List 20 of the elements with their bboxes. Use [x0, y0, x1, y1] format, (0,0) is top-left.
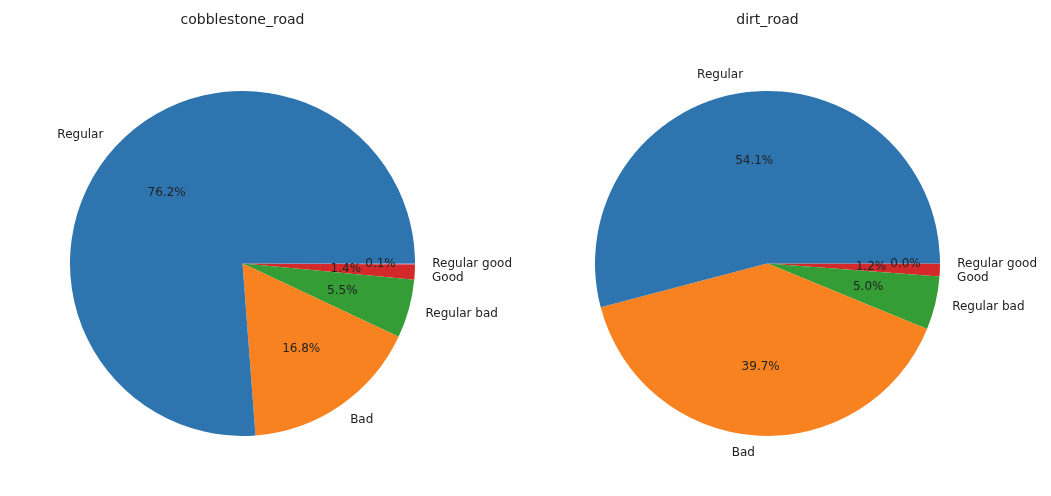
category-label: Regular good: [957, 255, 1038, 270]
slice-label: Regular: [57, 126, 104, 141]
slice-label: Good: [432, 270, 464, 285]
data-label: 1.2%: [855, 259, 887, 274]
chart-title: cobblestone_road: [180, 11, 305, 28]
data-label: 1.4%: [330, 260, 362, 275]
slice-label: Good: [957, 269, 989, 284]
slice-label: Bad: [731, 444, 755, 459]
data-label: 16.8%: [282, 340, 321, 355]
data-label: 5.5%: [327, 282, 358, 297]
data-label: 54.1%: [735, 152, 774, 167]
data-label: 76.2%: [147, 185, 186, 200]
data-label: 39.7%: [741, 358, 780, 373]
chart-title: dirt_road: [736, 11, 799, 28]
data-label: 5.0%: [852, 279, 884, 294]
slice-label: Bad: [350, 411, 374, 426]
slice-label: Regular: [697, 67, 744, 82]
slice-label: Regular bad: [425, 305, 498, 320]
slice-label: Regular bad: [952, 299, 1025, 314]
slice-label: Regular good: [432, 256, 513, 271]
